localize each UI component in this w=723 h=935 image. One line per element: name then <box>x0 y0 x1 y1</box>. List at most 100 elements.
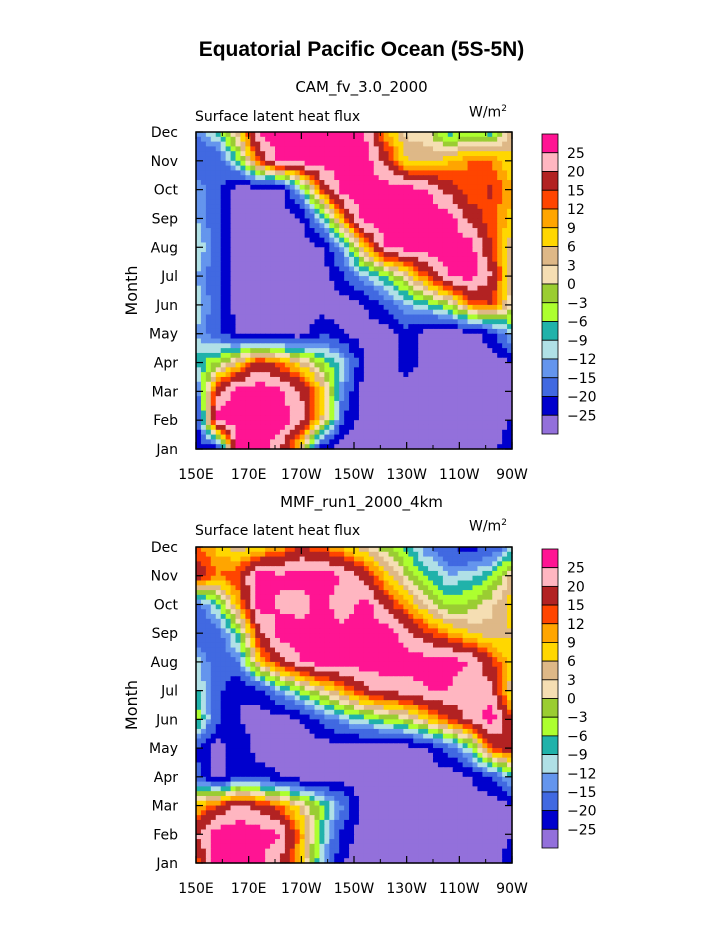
contour-cell <box>344 547 350 553</box>
contour-cell <box>413 180 419 186</box>
contour-cell <box>363 328 370 335</box>
contour-cell <box>284 444 291 450</box>
contour-cell <box>502 252 508 258</box>
contour-cell <box>240 146 246 152</box>
contour-cell <box>309 338 316 344</box>
contour-cell <box>289 314 296 320</box>
contour-cell <box>497 575 503 582</box>
contour-cell <box>462 184 469 191</box>
contour-cell <box>250 362 256 368</box>
contour-cell <box>230 180 237 186</box>
contour-cell <box>250 276 256 282</box>
contour-cell <box>393 410 400 416</box>
contour-cell <box>354 213 360 220</box>
contour-cell <box>482 343 488 349</box>
contour-cell <box>378 434 385 440</box>
contour-cell <box>403 151 409 157</box>
contour-cell <box>398 348 404 354</box>
contour-cell <box>433 333 439 340</box>
contour-cell <box>502 160 508 167</box>
contour-cell <box>349 362 355 368</box>
contour-cell <box>457 276 464 282</box>
contour-cell <box>373 352 380 359</box>
contour-cell <box>437 285 444 292</box>
contour-cell <box>462 570 469 577</box>
contour-cell <box>334 300 340 306</box>
contour-cell <box>240 547 246 553</box>
contour-cell <box>363 314 370 320</box>
contour-cell <box>205 247 212 253</box>
contour-cell <box>423 271 429 277</box>
contour-cell <box>368 386 375 392</box>
contour-cell <box>492 362 498 368</box>
contour-cell <box>309 570 316 577</box>
contour-cell <box>275 400 281 407</box>
contour-cell <box>324 429 330 436</box>
contour-cell <box>265 434 271 440</box>
contour-cell <box>230 415 237 421</box>
contour-cell <box>250 136 256 143</box>
contour-cell <box>339 386 345 392</box>
contour-cell <box>196 386 202 392</box>
contour-cell <box>319 556 325 562</box>
contour-cell <box>205 242 212 248</box>
contour-cell <box>393 180 400 186</box>
contour-cell <box>299 333 306 340</box>
colorbar-label: 3 <box>567 258 576 274</box>
contour-cell <box>299 156 306 162</box>
contour-cell <box>210 420 217 426</box>
contour-cell <box>383 218 390 224</box>
contour-cell <box>452 247 459 253</box>
contour-cell <box>388 410 395 416</box>
contour-cell <box>492 319 498 325</box>
contour-cell <box>398 213 404 220</box>
contour-cell <box>279 223 286 229</box>
contour-cell <box>200 420 207 426</box>
contour-cell <box>437 415 444 421</box>
contour-cell <box>388 561 395 567</box>
contour-cell <box>507 218 513 224</box>
contour-cell <box>388 319 395 325</box>
contour-cell <box>363 300 370 306</box>
contour-cell <box>383 165 390 172</box>
contour-cell <box>196 194 202 200</box>
contour-cell <box>250 348 256 354</box>
contour-cell <box>334 261 340 268</box>
contour-cell <box>215 232 222 239</box>
contour-cell <box>196 252 202 258</box>
contour-cell <box>284 420 291 426</box>
contour-cell <box>447 136 454 143</box>
contour-cell <box>452 213 459 220</box>
contour-cell <box>418 434 424 440</box>
contour-cell <box>265 242 271 248</box>
contour-cell <box>363 343 370 349</box>
contour-cell <box>383 551 390 558</box>
contour-cell <box>408 285 414 292</box>
contour-cell <box>363 575 370 582</box>
contour-cell <box>324 424 330 431</box>
contour-cell <box>433 444 439 450</box>
contour-cell <box>457 410 464 416</box>
contour-cell <box>344 434 350 440</box>
contour-cell <box>270 575 276 582</box>
contour-cell <box>398 208 404 215</box>
contour-cell <box>250 333 256 340</box>
contour-cell <box>492 575 498 582</box>
contour-cell <box>462 424 469 431</box>
contour-cell <box>265 410 271 416</box>
contour-cell <box>467 319 474 325</box>
contour-cell <box>215 585 222 591</box>
contour-cell <box>413 556 419 562</box>
contour-cell <box>354 420 360 426</box>
contour-cell <box>334 165 340 172</box>
contour-cell <box>403 309 409 316</box>
contour-cell <box>270 338 276 344</box>
contour-cell <box>447 146 454 152</box>
contour-cell <box>250 156 256 162</box>
contour-cell <box>299 151 306 157</box>
contour-cell <box>324 410 330 416</box>
contour-cell <box>324 328 330 335</box>
contour-cell <box>240 151 246 157</box>
contour-cell <box>423 218 429 224</box>
contour-cell <box>452 590 459 596</box>
